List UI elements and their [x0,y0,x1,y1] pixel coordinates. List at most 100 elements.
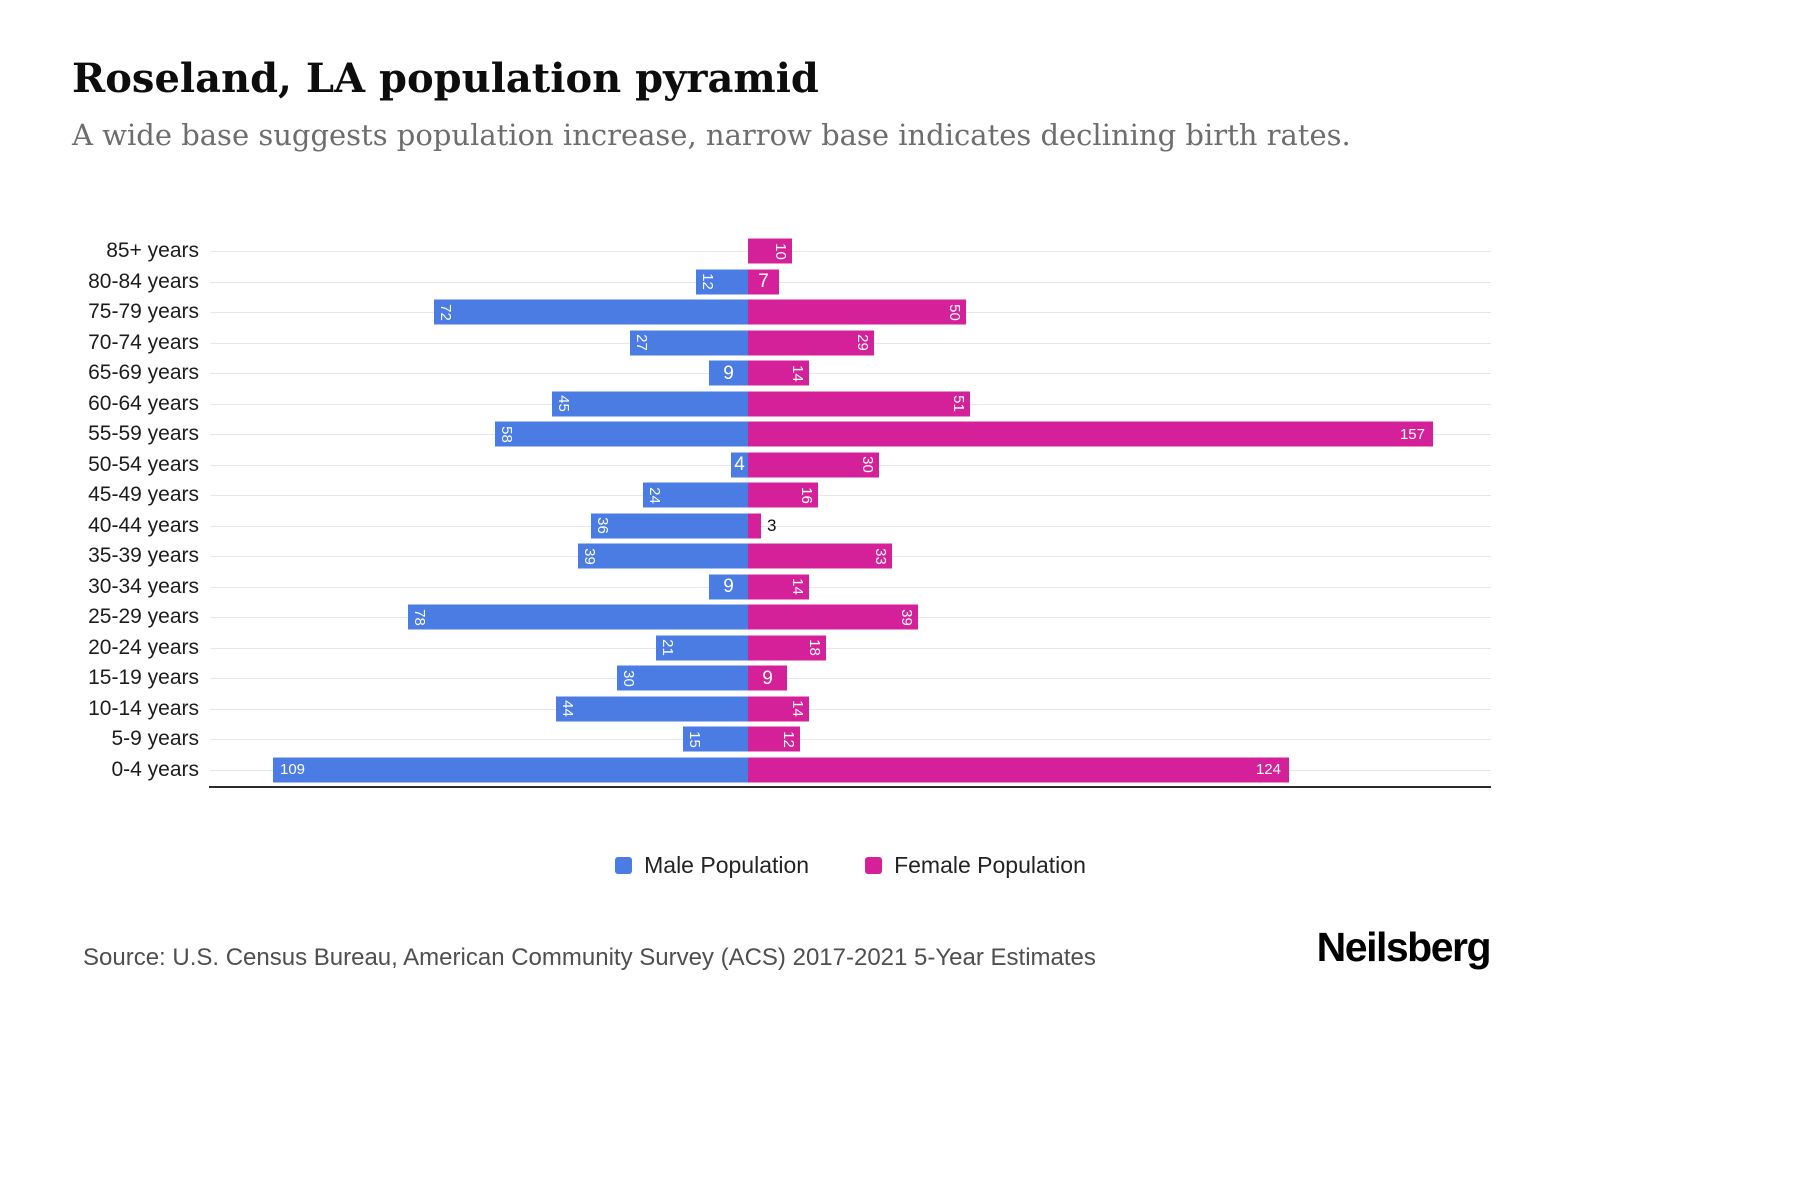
plot-area: 39 33 [210,541,1491,572]
male-bar: 45 [552,391,748,417]
pyramid-row: 65-69 years 9 14 [0,358,1800,389]
plot-area: 4 30 [210,450,1491,481]
age-group-label: 60-64 years [88,391,199,415]
pyramid-row: 0-4 years 109 124 [0,755,1800,786]
pyramid-row: 85+ years 10 [0,236,1800,267]
bar-value-label: 157 [1399,425,1425,443]
pyramid-rows: 85+ years 10 80-84 years 12 7 75-79 years 72 50… [0,236,1800,785]
bar-value-label: 33 [872,547,889,565]
bar-value-label: 36 [594,517,611,535]
bar-value-label: 18 [806,639,823,657]
female-bar: 12 [748,726,800,752]
pyramid-row: 55-59 years 58 157 [0,419,1800,450]
bar-value-label: 12 [780,730,797,748]
legend-male-label: Male Population [644,852,810,878]
bar-value-label: 9 [762,667,773,689]
male-bar: 30 [617,665,748,691]
bar-value-label: 45 [555,395,572,413]
gridline [210,373,1491,375]
chart-subtitle: A wide base suggests population increase… [72,118,1351,152]
plot-area: 15 12 [210,724,1491,755]
female-bar: 14 [748,696,809,722]
female-bar: 18 [748,635,826,661]
gridline [210,678,1491,680]
pyramid-row: 70-74 years 27 29 [0,328,1800,359]
plot-area: 21 18 [210,633,1491,664]
male-bar: 27 [630,330,748,356]
age-group-label: 10-14 years [88,696,199,720]
bar-value-label: 14 [789,364,806,382]
male-bar: 36 [591,513,748,539]
bar-value-label: 7 [758,271,769,293]
pyramid-row: 80-84 years 12 7 [0,267,1800,298]
gridline [210,586,1491,588]
bar-value-label: 4 [734,454,745,476]
gridline [210,647,1491,649]
pyramid-row: 25-29 years 78 39 [0,602,1800,633]
bar-value-label: 72 [437,303,454,321]
female-swatch [865,857,883,874]
age-group-label: 55-59 years [88,422,199,446]
pyramid-row: 40-44 years 36 3 [0,511,1800,542]
bar-value-label: 24 [646,486,663,504]
plot-area: 12 7 [210,267,1491,298]
gridline [210,281,1491,283]
plot-area: 9 14 [210,572,1491,603]
female-bar: 29 [748,330,874,356]
bar-value-label: 14 [789,700,806,718]
bar-value-label: 39 [898,608,915,626]
plot-area: 36 3 [210,511,1491,542]
bar-value-label: 124 [1255,761,1281,779]
female-bar: 157 [748,421,1433,447]
bar-value-label: 12 [699,273,716,291]
plot-area: 78 39 [210,602,1491,633]
plot-area: 10 [210,236,1491,267]
pyramid-row: 20-24 years 21 18 [0,633,1800,664]
male-bar: 9 [709,574,748,600]
plot-area: 27 29 [210,328,1491,359]
male-bar: 78 [408,604,748,630]
gridline [210,525,1491,527]
male-swatch [615,857,633,874]
male-bar: 4 [731,452,748,478]
neilsberg-logo[interactable]: Neilsberg [1316,924,1492,970]
female-bar: 39 [748,604,918,630]
gridline [210,708,1491,710]
male-bar: 39 [578,543,748,569]
age-group-label: 15-19 years [88,666,199,690]
age-group-label: 40-44 years [88,513,199,537]
male-bar: 9 [709,360,748,386]
female-bar: 7 [748,269,779,295]
male-bar: 15 [683,726,748,752]
female-bar: 3 [748,513,776,539]
female-bar: 50 [748,299,966,325]
source-text: Source: U.S. Census Bureau, American Com… [83,944,1096,971]
legend-item-male[interactable]: Male Population [615,852,809,879]
age-group-label: 5-9 years [111,727,199,751]
male-bar: 21 [656,635,748,661]
bar-value-label: 78 [411,608,428,626]
bar-value-label: 109 [280,761,306,779]
bar-value-label: 15 [686,730,703,748]
population-pyramid: 85+ years 10 80-84 years 12 7 75-79 years 72 50… [0,236,1800,836]
plot-area: 24 16 [210,480,1491,511]
gridline [210,739,1491,741]
bar-value-label: 51 [950,395,967,413]
female-bar: 10 [748,238,792,264]
legend-item-female[interactable]: Female Population [865,852,1086,879]
male-bar: 12 [696,269,748,295]
female-bar: 51 [748,391,970,417]
bar-value-label: 44 [559,700,576,718]
male-bar: 109 [273,757,748,783]
plot-area: 109 124 [210,755,1491,786]
male-bar: 24 [643,482,748,508]
age-group-label: 30-34 years [88,574,199,598]
age-group-label: 70-74 years [88,330,199,354]
age-group-label: 65-69 years [88,361,199,385]
age-group-label: 35-39 years [88,544,199,568]
gridline [210,495,1491,497]
male-bar: 58 [495,421,748,447]
bar-value-label: 10 [772,242,789,260]
age-group-label: 80-84 years [88,269,199,293]
age-group-label: 45-49 years [88,483,199,507]
